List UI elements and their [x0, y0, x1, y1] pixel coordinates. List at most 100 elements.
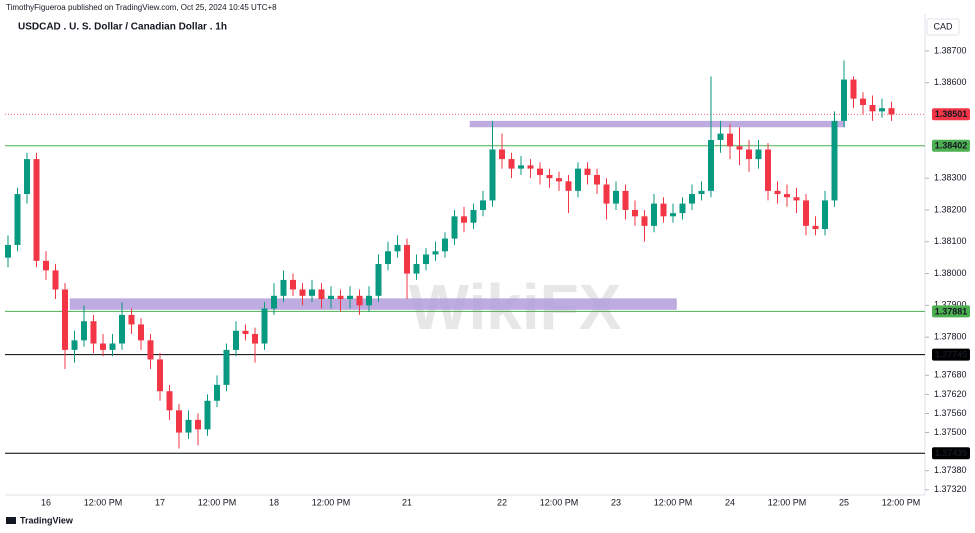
candle-body	[442, 238, 448, 252]
candle-body	[166, 391, 173, 411]
brand-logo	[6, 517, 16, 524]
x-tick-label: 21	[402, 497, 412, 507]
candle-body	[575, 168, 581, 191]
price-tag-label: 1.37435	[935, 448, 968, 458]
candle-body	[822, 200, 828, 230]
candle-body	[679, 203, 686, 214]
candle-body	[337, 295, 344, 299]
candle-body	[90, 321, 97, 344]
brand: TradingView	[20, 515, 74, 525]
x-tick-label: 12:00 PM	[84, 497, 123, 507]
candle-body	[271, 295, 277, 309]
candle-body	[698, 190, 705, 195]
x-tick-label: 18	[269, 497, 279, 507]
price-tag-label: 1.38501	[935, 109, 968, 119]
candle-body	[394, 244, 401, 252]
candle-body	[128, 314, 135, 325]
candle-body	[584, 168, 591, 175]
x-tick-label: 25	[839, 497, 849, 507]
y-tick-label: 1.37380	[934, 465, 967, 475]
y-tick-label: 1.38600	[934, 77, 967, 87]
y-tick-label: 1.37500	[934, 427, 967, 437]
currency-box	[926, 18, 960, 36]
candle-body	[5, 244, 11, 258]
candle-body	[195, 419, 201, 430]
candle-body	[147, 340, 154, 360]
x-tick-label: 24	[725, 497, 735, 507]
candle-body	[480, 200, 486, 210]
x-tick-label: 12:00 PM	[654, 497, 693, 507]
candle-body	[157, 359, 163, 392]
candle-body	[404, 244, 410, 274]
candle-body	[850, 79, 857, 99]
candle-body	[765, 149, 771, 191]
candle-body	[375, 264, 382, 296]
candle-body	[755, 149, 762, 160]
candle-body	[290, 279, 296, 290]
candle-body	[641, 216, 648, 226]
candle-body	[670, 213, 676, 217]
price-tag-label: 1.37881	[935, 306, 968, 316]
publisher: TimothyFigueroa published on TradingView…	[6, 3, 277, 12]
candle-body	[489, 149, 496, 201]
candle-body	[109, 343, 116, 350]
candle-body	[803, 200, 809, 226]
y-tick-label: 1.38300	[934, 173, 967, 183]
currency: CAD	[933, 21, 953, 31]
x-tick-label: 12:00 PM	[312, 497, 351, 507]
candle-body	[413, 264, 420, 274]
candle-body	[518, 165, 524, 169]
candle-body	[432, 251, 439, 255]
candle-body	[204, 400, 211, 430]
candle-body	[423, 254, 429, 265]
candle-body	[385, 251, 391, 265]
candle-body	[261, 308, 268, 344]
candle-body	[689, 194, 695, 204]
candle-body	[299, 289, 306, 296]
zone	[469, 120, 845, 128]
candle-body	[185, 419, 192, 433]
candle-body	[784, 194, 790, 198]
candle-body	[651, 203, 657, 226]
price-tag-label: 1.37745	[935, 350, 968, 360]
candle-body	[613, 190, 619, 204]
price-tag	[932, 139, 970, 152]
candle-body	[176, 410, 182, 433]
y-tick-label: 1.38200	[934, 204, 967, 214]
candle-body	[594, 174, 600, 185]
candle-body	[565, 181, 572, 191]
x-tick-label: 12:00 PM	[882, 497, 921, 507]
price-tag	[932, 305, 970, 318]
x-tick-label: 12:00 PM	[540, 497, 579, 507]
candle-body	[24, 159, 30, 195]
candle-body	[556, 178, 562, 182]
candle-body	[119, 314, 125, 344]
candle-body	[242, 330, 249, 334]
candle-body	[632, 209, 638, 217]
candle-body	[869, 105, 876, 112]
candle-body	[451, 216, 458, 239]
y-tick-label: 1.37680	[934, 370, 967, 380]
candle-body	[660, 203, 667, 217]
x-tick-label: 12:00 PM	[768, 497, 807, 507]
candle-body	[708, 139, 714, 191]
candle-body	[366, 295, 372, 306]
candle-body	[774, 190, 781, 195]
candle-body	[43, 260, 49, 271]
candle-body	[537, 168, 543, 175]
candle-body	[717, 133, 724, 140]
x-tick-label: 22	[497, 497, 507, 507]
candle-body	[546, 174, 553, 179]
candle-body	[812, 225, 819, 230]
candle-body	[280, 279, 287, 296]
candle-body	[309, 289, 315, 296]
candle-body	[746, 149, 752, 160]
price-tag	[932, 348, 970, 361]
candle-body	[14, 194, 21, 245]
candle-body	[527, 165, 534, 169]
chart-title: USDCAD . U. S. Dollar / Canadian Dollar …	[18, 22, 227, 33]
candle-body	[223, 349, 230, 385]
x-tick-label: 16	[41, 497, 51, 507]
candle-body	[860, 98, 866, 105]
price-tag-label: 1.38402	[935, 141, 968, 151]
